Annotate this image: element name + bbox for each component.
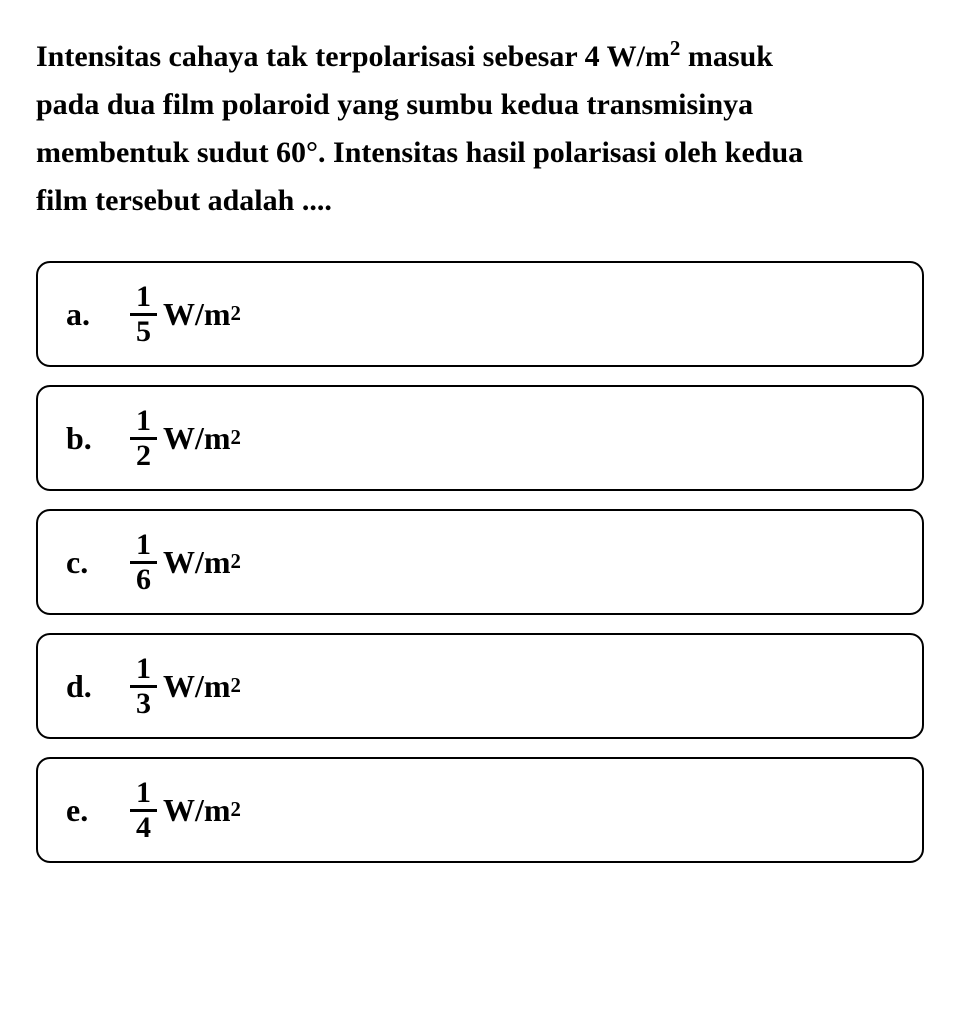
unit-sup: 2 (231, 798, 241, 822)
question-line1-suffix: masuk (680, 40, 773, 73)
fraction: 1 4 (130, 777, 157, 843)
unit-sup: 2 (231, 426, 241, 450)
option-content: 1 3 W/m2 (130, 653, 241, 719)
option-letter: b. (66, 420, 102, 457)
question-line3: membentuk sudut 60°. Intensitas hasil po… (36, 136, 803, 169)
option-content: 1 6 W/m2 (130, 529, 241, 595)
fraction-denominator: 3 (130, 688, 157, 720)
option-content: 1 2 W/m2 (130, 405, 241, 471)
unit-sup: 2 (231, 550, 241, 574)
unit-base: W/m (163, 296, 231, 333)
unit: W/m2 (163, 668, 241, 705)
unit-sup: 2 (231, 302, 241, 326)
fraction-denominator: 5 (130, 316, 157, 348)
option-b[interactable]: b. 1 2 W/m2 (36, 385, 924, 491)
question-line2: pada dua film polaroid yang sumbu kedua … (36, 88, 753, 121)
unit-base: W/m (163, 668, 231, 705)
options-container: a. 1 5 W/m2 b. 1 2 W/m2 c. 1 (36, 261, 924, 863)
fraction-numerator: 1 (130, 281, 157, 316)
option-letter: a. (66, 296, 102, 333)
option-d[interactable]: d. 1 3 W/m2 (36, 633, 924, 739)
fraction: 1 3 (130, 653, 157, 719)
fraction-numerator: 1 (130, 653, 157, 688)
unit-sup: 2 (231, 674, 241, 698)
fraction-numerator: 1 (130, 777, 157, 812)
fraction-numerator: 1 (130, 529, 157, 564)
option-content: 1 4 W/m2 (130, 777, 241, 843)
unit: W/m2 (163, 296, 241, 333)
unit-base: W/m (163, 792, 231, 829)
unit-base: W/m (163, 420, 231, 457)
fraction-denominator: 6 (130, 564, 157, 596)
option-letter: c. (66, 544, 102, 581)
fraction-numerator: 1 (130, 405, 157, 440)
option-e[interactable]: e. 1 4 W/m2 (36, 757, 924, 863)
question-line1-sup: 2 (670, 36, 681, 60)
question-line1-prefix: Intensitas cahaya tak terpolarisasi sebe… (36, 40, 670, 73)
unit-base: W/m (163, 544, 231, 581)
fraction: 1 2 (130, 405, 157, 471)
fraction-denominator: 4 (130, 812, 157, 844)
option-content: 1 5 W/m2 (130, 281, 241, 347)
question-line4: film tersebut adalah .... (36, 184, 332, 217)
fraction: 1 5 (130, 281, 157, 347)
option-a[interactable]: a. 1 5 W/m2 (36, 261, 924, 367)
fraction-denominator: 2 (130, 440, 157, 472)
fraction: 1 6 (130, 529, 157, 595)
option-letter: e. (66, 792, 102, 829)
unit: W/m2 (163, 792, 241, 829)
unit: W/m2 (163, 420, 241, 457)
question-text: Intensitas cahaya tak terpolarisasi sebe… (36, 32, 924, 225)
option-letter: d. (66, 668, 102, 705)
option-c[interactable]: c. 1 6 W/m2 (36, 509, 924, 615)
unit: W/m2 (163, 544, 241, 581)
